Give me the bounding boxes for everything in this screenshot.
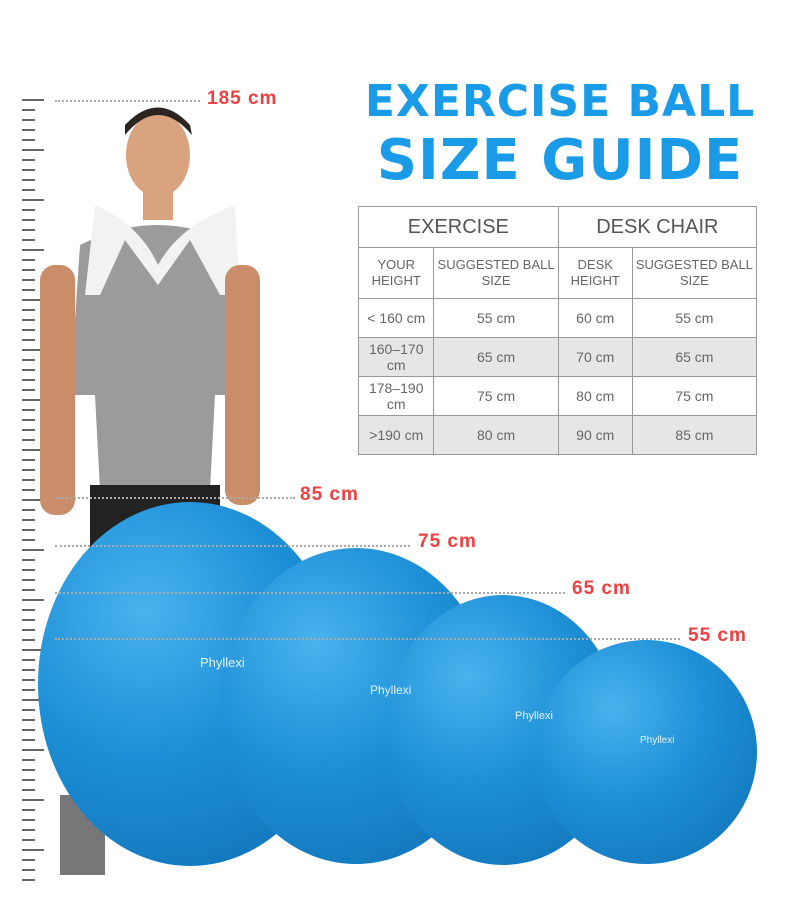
height-ruler <box>22 99 44 881</box>
table-row: >190 cm 80 cm 90 cm 85 cm <box>357 415 758 455</box>
guide-line-65 <box>55 592 565 594</box>
table-cell: 75 cm <box>631 376 758 416</box>
title-line-2: SIZE GUIDE <box>376 128 744 193</box>
table-row: 178–190 cm 75 cm 80 cm 75 cm <box>357 376 758 416</box>
table-cell: 55 cm <box>631 298 758 338</box>
table-cell: 65 cm <box>631 337 758 377</box>
title-line-1: EXERCISE BALL <box>364 76 756 127</box>
brand-logo: Phyllexi <box>370 683 412 697</box>
guide-line-55 <box>55 638 680 640</box>
guide-line-185 <box>55 100 200 102</box>
table-row: < 160 cm 55 cm 60 cm 55 cm <box>357 298 758 338</box>
col-header: SUGGESTED BALL SIZE <box>433 247 559 299</box>
table-cell: 55 cm <box>433 298 559 338</box>
table-cell: 85 cm <box>631 415 758 455</box>
group-desk-chair: DESK CHAIR <box>557 206 758 248</box>
marker-85: 85 cm <box>300 484 359 505</box>
col-header: YOUR HEIGHT <box>357 247 435 299</box>
guide-line-75 <box>55 545 410 547</box>
table-cell: 80 cm <box>557 376 633 416</box>
marker-185: 185 cm <box>207 88 278 109</box>
brand-logo: Phyllexi <box>640 735 675 746</box>
table-cell: 80 cm <box>433 415 559 455</box>
table-cell: 75 cm <box>433 376 559 416</box>
table-cell: >190 cm <box>357 415 435 455</box>
table-row: 160–170 cm 65 cm 70 cm 65 cm <box>357 337 758 377</box>
table-cell: 60 cm <box>557 298 633 338</box>
col-header: DESK HEIGHT <box>557 247 633 299</box>
table-cell: 178–190 cm <box>357 376 435 416</box>
table-cell: 90 cm <box>557 415 633 455</box>
ball-55 <box>535 640 757 864</box>
brand-logo: Phyllexi <box>200 655 245 670</box>
group-exercise: EXERCISE <box>358 206 559 248</box>
col-header: SUGGESTED BALL SIZE <box>631 247 758 299</box>
table-cell: 70 cm <box>557 337 633 377</box>
guide-line-85 <box>55 497 295 499</box>
size-table: EXERCISE DESK CHAIR YOUR HEIGHT SUGGESTE… <box>357 206 758 455</box>
marker-65: 65 cm <box>572 578 631 599</box>
marker-75: 75 cm <box>418 531 477 552</box>
table-cell: 65 cm <box>433 337 559 377</box>
table-cell: 160–170 cm <box>357 337 435 377</box>
marker-55: 55 cm <box>688 625 747 646</box>
table-cell: < 160 cm <box>357 298 435 338</box>
brand-logo: Phyllexi <box>515 710 553 722</box>
